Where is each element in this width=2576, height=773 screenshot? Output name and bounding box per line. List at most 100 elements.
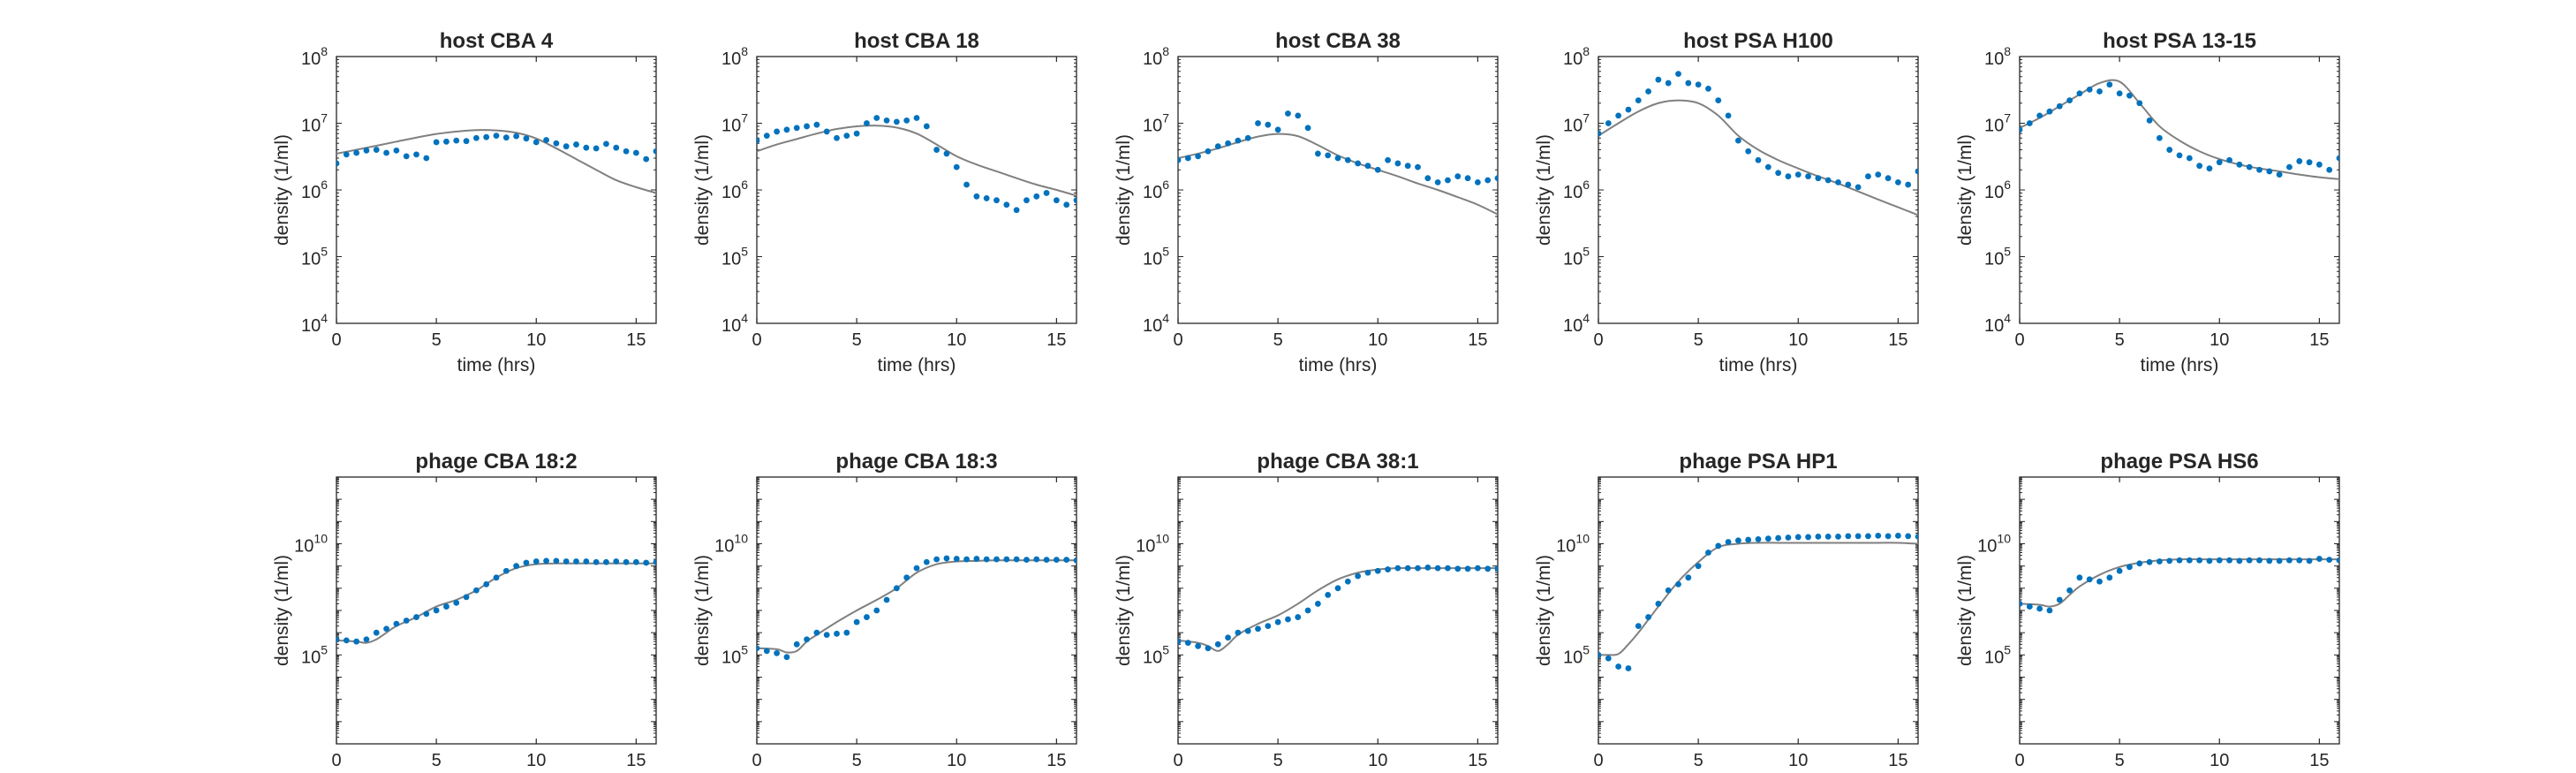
data-point xyxy=(1598,651,1602,658)
data-point xyxy=(2296,158,2303,164)
data-point xyxy=(1484,565,1492,572)
x-tick-label: 5 xyxy=(1273,330,1283,350)
y-tick-label: 105 xyxy=(721,245,748,269)
data-point xyxy=(2166,147,2173,153)
data-point xyxy=(774,649,781,656)
data-point xyxy=(463,594,470,601)
panel-title: phage PSA HS6 xyxy=(2100,450,2258,474)
data-point xyxy=(1815,533,1822,540)
y-tick-label: 108 xyxy=(1984,44,2011,69)
y-tick-label: 105 xyxy=(301,245,328,269)
x-tick-label: 10 xyxy=(947,751,966,770)
data-point xyxy=(1665,587,1672,594)
data-point xyxy=(1705,549,1711,556)
y-tick-label: 1010 xyxy=(714,532,748,557)
y-tick-label: 107 xyxy=(1984,111,2011,136)
y-tick-label: 107 xyxy=(721,111,748,136)
data-point xyxy=(1695,563,1702,570)
y-tick-label: 1010 xyxy=(294,532,328,557)
data-point xyxy=(1024,197,1030,204)
data-point xyxy=(353,638,360,645)
data-point xyxy=(1434,565,1441,572)
x-tick-label: 15 xyxy=(626,330,646,350)
data-point xyxy=(2116,90,2123,97)
data-point xyxy=(1905,181,1912,188)
data-point xyxy=(1394,565,1401,572)
data-point xyxy=(774,128,781,135)
data-point xyxy=(1855,184,1862,191)
data-point xyxy=(1625,106,1632,113)
data-point xyxy=(363,636,370,643)
data-point xyxy=(2266,557,2273,565)
data-point xyxy=(783,126,790,133)
data-point xyxy=(1655,601,1662,607)
data-point xyxy=(1675,71,1681,78)
data-point xyxy=(523,559,530,566)
data-point xyxy=(2026,603,2033,610)
data-point xyxy=(1195,642,1202,649)
data-point xyxy=(923,123,930,130)
model-line xyxy=(2020,79,2339,180)
data-point xyxy=(864,120,870,126)
x-tick-label: 5 xyxy=(2115,330,2125,350)
data-point xyxy=(1775,534,1782,542)
data-point xyxy=(623,558,630,565)
data-point xyxy=(1415,565,1421,572)
panel-2: host CBA 18 0 5 10 15 104 105 106 107 108 time (hr… xyxy=(692,29,1077,375)
data-point xyxy=(2106,574,2113,581)
y-axis-label: density (1/ml) xyxy=(1114,555,1134,666)
data-point xyxy=(1785,173,1792,179)
data-point xyxy=(993,556,1000,563)
data-point xyxy=(853,130,860,137)
data-point xyxy=(1274,618,1281,625)
data-point xyxy=(2216,557,2223,564)
data-point xyxy=(573,141,579,148)
data-point xyxy=(1715,542,1722,549)
data-point xyxy=(2066,97,2073,104)
data-point xyxy=(2056,596,2063,603)
panel-6: phage CBA 18:20510151051010time (hrs)den… xyxy=(272,450,657,770)
data-point xyxy=(1835,178,1841,186)
data-point xyxy=(893,118,900,125)
data-point xyxy=(983,195,990,201)
data-point xyxy=(1385,566,1391,572)
data-point xyxy=(653,558,656,565)
data-point xyxy=(643,559,650,566)
data-point xyxy=(393,620,400,627)
data-point xyxy=(913,565,920,572)
data-point xyxy=(2156,558,2163,565)
data-point xyxy=(1214,143,1221,150)
data-point xyxy=(1235,137,1242,144)
x-tick-label: 0 xyxy=(752,751,761,770)
data-point xyxy=(1043,190,1050,196)
data-point xyxy=(623,148,630,155)
data-point xyxy=(343,637,350,644)
data-point xyxy=(443,138,449,145)
data-point xyxy=(2127,564,2133,571)
data-point xyxy=(873,115,880,121)
data-point xyxy=(643,155,650,163)
data-point xyxy=(2096,578,2103,585)
data-point xyxy=(513,563,520,570)
data-point xyxy=(1205,645,1212,652)
data-point xyxy=(2206,165,2213,172)
data-point xyxy=(1274,126,1281,133)
data-point xyxy=(2315,161,2323,168)
data-point xyxy=(1745,148,1752,155)
data-point xyxy=(336,160,340,167)
data-point xyxy=(1605,120,1612,126)
data-point xyxy=(1685,80,1692,87)
panel-title: phage CBA 38:1 xyxy=(1257,450,1418,474)
y-tick-label: 105 xyxy=(1563,642,1590,667)
data-point xyxy=(2020,126,2023,133)
y-tick-label: 106 xyxy=(301,178,328,202)
data-point xyxy=(1325,152,1332,159)
data-point xyxy=(913,115,920,121)
panel-title: phage PSA HP1 xyxy=(1679,450,1837,474)
x-tick-label: 15 xyxy=(1888,330,1907,350)
data-point xyxy=(1454,565,1462,572)
x-tick-label: 0 xyxy=(331,330,341,350)
data-point xyxy=(1655,76,1662,83)
data-point xyxy=(2236,161,2243,168)
